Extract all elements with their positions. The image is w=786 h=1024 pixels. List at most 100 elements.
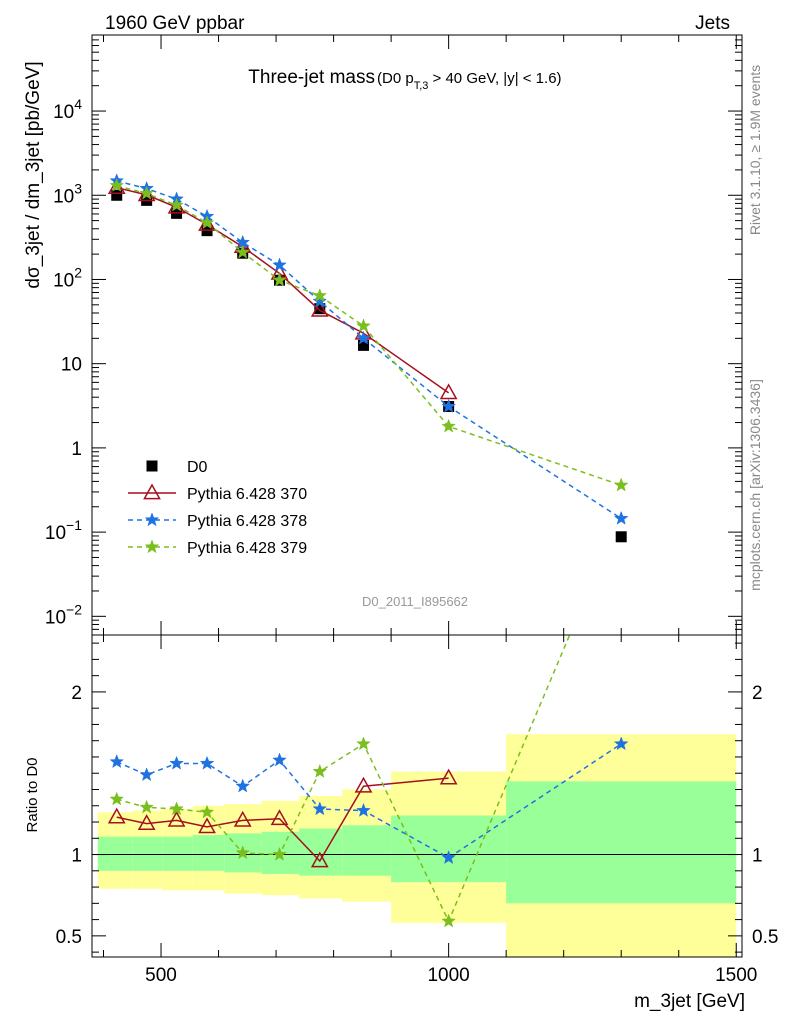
main-p378-point	[441, 398, 456, 413]
ratio-p378-point	[613, 736, 629, 751]
ratio-y-axis-label: Ratio to D0	[24, 757, 41, 832]
ratio-p370-point	[107, 807, 126, 824]
main-p379-point	[199, 215, 215, 230]
x-tick-label: 1500	[715, 965, 757, 986]
ratio-plot-series	[107, 635, 629, 928]
legend-label: Pythia 6.428 370	[187, 486, 307, 503]
legend-label: D0	[187, 459, 208, 476]
main-p379-point	[139, 185, 154, 200]
main-y-axis-label: dσ_3jet / dm_3jet [pb/GeV]	[23, 61, 44, 288]
inner-band-bin	[342, 825, 392, 876]
analysis-watermark: D0_2011_I895662	[362, 594, 468, 609]
y-tick-label: 104	[53, 96, 82, 123]
ratio-p378-point	[441, 850, 456, 865]
ratio-y-tick-label-right: 2	[752, 683, 763, 704]
y-tick-label: 102	[53, 264, 82, 291]
y-tick-label: 103	[53, 180, 82, 207]
x-axis-label: m_3jet [GeV]	[634, 991, 745, 1012]
main-p379-point	[613, 477, 629, 492]
legend-label: Pythia 6.428 378	[187, 513, 307, 530]
ratio-y-tick-label-right: 0.5	[752, 927, 778, 948]
inner-band-bin	[132, 836, 163, 871]
ratio-p379-line	[116, 635, 571, 924]
ratio-y-tick-label: 2	[71, 683, 82, 704]
main-p379-line	[116, 184, 622, 486]
ratio-p370-point	[233, 810, 252, 827]
legend-label: Pythia 6.428 379	[187, 540, 307, 557]
ratio-plot-border	[91, 634, 743, 958]
main-plot-series	[107, 173, 629, 543]
legend-p370-marker	[143, 483, 161, 500]
mcplots-label: mcplots.cern.ch [arXiv:1306.3436]	[747, 379, 763, 591]
x-tick-label: 1000	[427, 965, 469, 986]
y-tick-label: 10−1	[45, 517, 82, 544]
ratio-p370-point	[167, 810, 186, 827]
d0-data-point	[111, 189, 123, 201]
chart-subtitle-tail: > 40 GeV, |y| < 1.6)	[428, 70, 561, 87]
ratio-p370-line	[116, 777, 449, 863]
ratio-p379-point	[199, 804, 215, 819]
main-p370-line	[116, 186, 450, 394]
x-tick-label: 500	[145, 965, 177, 986]
d0-data-point	[615, 531, 627, 543]
main-p378-point	[312, 293, 328, 308]
d0-data-point	[314, 303, 326, 315]
ratio-y-tick-label: 0.5	[56, 927, 82, 948]
main-p379-point	[441, 418, 456, 433]
main-p379-point	[109, 177, 125, 192]
main-p378-point	[613, 510, 629, 525]
ratio-y-tick-label-right: 1	[752, 846, 763, 867]
main-p379-point	[356, 318, 371, 333]
inner-band-bin	[299, 828, 343, 876]
main-p370-point	[167, 197, 186, 214]
ratio-p378-point	[235, 778, 251, 793]
ratio-p378-point	[272, 752, 287, 767]
ratio-p379-point	[169, 801, 184, 816]
main-p378-point	[356, 330, 371, 345]
ratio-p370-point	[198, 817, 216, 834]
chart-subtitle-sub: T,3	[414, 80, 429, 92]
inner-band-bin	[506, 781, 737, 904]
legend-p378-marker	[144, 512, 160, 527]
main-p370-point	[310, 300, 329, 317]
ratio-p370-point	[354, 776, 373, 793]
chart-title: Three-jet mass	[248, 67, 375, 88]
header-left: 1960 GeV ppbar	[105, 13, 245, 34]
ratio-p379-point	[312, 763, 328, 778]
ratio-p379-point	[109, 791, 125, 806]
legend: D0 Pythia 6.428 370 Pythia 6.428 378 Pythia…	[128, 459, 307, 557]
ratio-p370-point	[137, 814, 156, 830]
d0-data-point	[358, 339, 370, 351]
inner-band-bin	[162, 836, 193, 871]
inner-band-bin	[97, 836, 133, 871]
ratio-p379-point	[441, 913, 456, 928]
main-p378-line	[116, 180, 622, 520]
inner-band-bin	[391, 815, 507, 883]
ratio-p370-point	[270, 809, 289, 826]
main-p379-point	[272, 272, 287, 287]
ratio-p379-point	[139, 799, 154, 814]
y-tick-label: 10−2	[45, 601, 82, 628]
ratio-p378-point	[356, 802, 371, 817]
rivet-version-label: Rivet 3.1.10, ≥ 1.9M events	[747, 65, 763, 235]
legend-p379-marker	[144, 539, 160, 554]
ratio-p378-point	[199, 755, 215, 770]
ratio-p370-point	[439, 768, 458, 785]
legend-d0-marker	[146, 460, 158, 472]
ratio-y-tick-label: 1	[71, 846, 82, 867]
ratio-p379-point	[356, 736, 371, 751]
ratio-uncertainty-bands	[97, 734, 737, 957]
main-p370-point	[439, 383, 458, 400]
main-p379-point	[235, 244, 251, 259]
main-p379-point	[169, 197, 184, 212]
ratio-p370-point	[310, 851, 329, 868]
ratio-p379-point	[272, 846, 287, 861]
ratio-p379-point	[235, 845, 251, 860]
ratio-plot-frame: 500 1000 1500 0.5 0.5 1 1 2 2	[56, 634, 778, 986]
chart-subtitle: (D0 pT,3 > 40 GeV, |y| < 1.6)	[377, 70, 562, 92]
ratio-p378-point	[169, 755, 184, 770]
ratio-p378-point	[109, 754, 125, 769]
y-tick-label: 1	[71, 439, 82, 460]
